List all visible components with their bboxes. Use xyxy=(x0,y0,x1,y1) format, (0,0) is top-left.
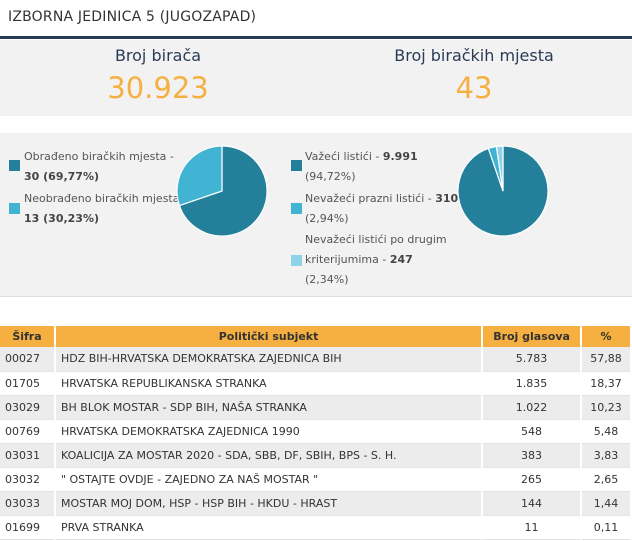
table-row: 03033 MOSTAR MOJ DOM, HSP - HSP BIH - HKD… xyxy=(0,491,632,516)
title-divider xyxy=(0,36,632,39)
legend-swatch-valid xyxy=(291,160,302,171)
vote-percent: 2,65 xyxy=(580,467,632,492)
party-name: MOSTAR MOJ DOM, HSP - HSP BIH - HKDU - H… xyxy=(54,491,484,516)
party-name: " OSTAJTE OVDJE - ZAJEDNO ZA NAŠ MOSTAR … xyxy=(54,467,484,492)
vote-percent: 10,23 xyxy=(580,395,632,420)
legend-swatch-processed xyxy=(9,160,20,171)
polling-stations-value: 43 xyxy=(455,71,493,105)
legend-invalid-other: Nevažeći listići po drugim kriterijumima … xyxy=(305,233,447,286)
column-header: Politički subjekt xyxy=(54,326,484,347)
column-header: Šifra xyxy=(0,326,56,347)
table-row: 00769 HRVATSKA DEMOKRATSKA ZAJEDNICA 1990… xyxy=(0,419,632,444)
page-title: IZBORNA JEDINICA 5 (JUGOZAPAD) xyxy=(8,9,257,25)
legend-swatch-invalid-other xyxy=(291,255,302,266)
vote-percent: 57,88 xyxy=(580,347,632,372)
vote-percent: 18,37 xyxy=(580,371,632,396)
pie-slice xyxy=(176,145,223,207)
vote-percent: 1,44 xyxy=(580,491,632,516)
vote-count: 1.835 xyxy=(482,371,582,396)
charts-panel: Obrađeno biračkih mjesta -30 (69,77%) Ne… xyxy=(0,133,632,297)
party-code: 01699 xyxy=(0,515,56,540)
vote-count: 11 xyxy=(482,515,582,540)
party-name: PRVA STRANKA xyxy=(54,515,484,540)
voters-label: Broj birača xyxy=(114,46,202,65)
polling-stations-label: Broj biračkih mjesta xyxy=(394,46,554,65)
pie-chart-polling-stations xyxy=(176,145,268,237)
table-row: 03031 KOALICIJA ZA MOSTAR 2020 - SDA, SBB… xyxy=(0,443,632,468)
party-code: 03031 xyxy=(0,443,56,468)
pie-chart-ballots xyxy=(457,145,549,237)
voters-value: 30.923 xyxy=(107,71,209,105)
stats-panel: Broj birača 30.923 Broj biračkih mjesta … xyxy=(0,40,632,116)
party-name: HRVATSKA DEMOKRATSKA ZAJEDNICA 1990 xyxy=(54,419,484,444)
results-table: Šifra Politički subjekt Broj glasova% 0002… xyxy=(0,326,632,540)
party-name: HDZ BIH-HRVATSKA DEMOKRATSKA ZAJEDNICA B… xyxy=(54,347,484,372)
table-row: 03029 BH BLOK MOSTAR - SDP BIH, NAŠA STRA… xyxy=(0,395,632,420)
table-row: 01705 HRVATSKA REPUBLIKANSKA STRANKA 1.835… xyxy=(0,371,632,396)
column-header: Broj glasova xyxy=(482,326,582,347)
legend-unprocessed: Neobrađeno biračkih mjesta -13 (30,23%) xyxy=(24,192,187,225)
voters-stat: Broj birača 30.923 xyxy=(0,46,316,105)
party-name: BH BLOK MOSTAR - SDP BIH, NAŠA STRANKA xyxy=(54,395,484,420)
polling-stations-stat: Broj biračkih mjesta 43 xyxy=(316,46,632,105)
vote-count: 1.022 xyxy=(482,395,582,420)
party-code: 00027 xyxy=(0,347,56,372)
party-code: 03029 xyxy=(0,395,56,420)
legend-valid: Važeći listići - 9.991 (94,72%) xyxy=(305,150,418,183)
table-row: 00027 HDZ BIH-HRVATSKA DEMOKRATSKA ZAJEDN… xyxy=(0,347,632,372)
pie-slice xyxy=(495,145,504,192)
vote-count: 144 xyxy=(482,491,582,516)
pie-slice xyxy=(178,145,268,237)
vote-percent: 3,83 xyxy=(580,443,632,468)
table-row: 01699 PRVA STRANKA 11 0,11 xyxy=(0,515,632,540)
table-row: 03032 " OSTAJTE OVDJE - ZAJEDNO ZA NAŠ MO… xyxy=(0,467,632,492)
party-code: 03032 xyxy=(0,467,56,492)
party-code: 00769 xyxy=(0,419,56,444)
legend-swatch-invalid-empty xyxy=(291,203,302,214)
vote-percent: 0,11 xyxy=(580,515,632,540)
legend-processed: Obrađeno biračkih mjesta -30 (69,77%) xyxy=(24,150,174,183)
column-header: % xyxy=(580,326,632,347)
vote-count: 548 xyxy=(482,419,582,444)
vote-percent: 5,48 xyxy=(580,419,632,444)
legend-swatch-unprocessed xyxy=(9,203,20,214)
vote-count: 5.783 xyxy=(482,347,582,372)
party-code: 03033 xyxy=(0,491,56,516)
party-name: HRVATSKA REPUBLIKANSKA STRANKA xyxy=(54,371,484,396)
party-code: 01705 xyxy=(0,371,56,396)
legend-invalid-empty: Nevažeći prazni listići - 310 (2,94%) xyxy=(305,192,459,225)
vote-count: 265 xyxy=(482,467,582,492)
party-name: KOALICIJA ZA MOSTAR 2020 - SDA, SBB, DF,… xyxy=(54,443,484,468)
vote-count: 383 xyxy=(482,443,582,468)
